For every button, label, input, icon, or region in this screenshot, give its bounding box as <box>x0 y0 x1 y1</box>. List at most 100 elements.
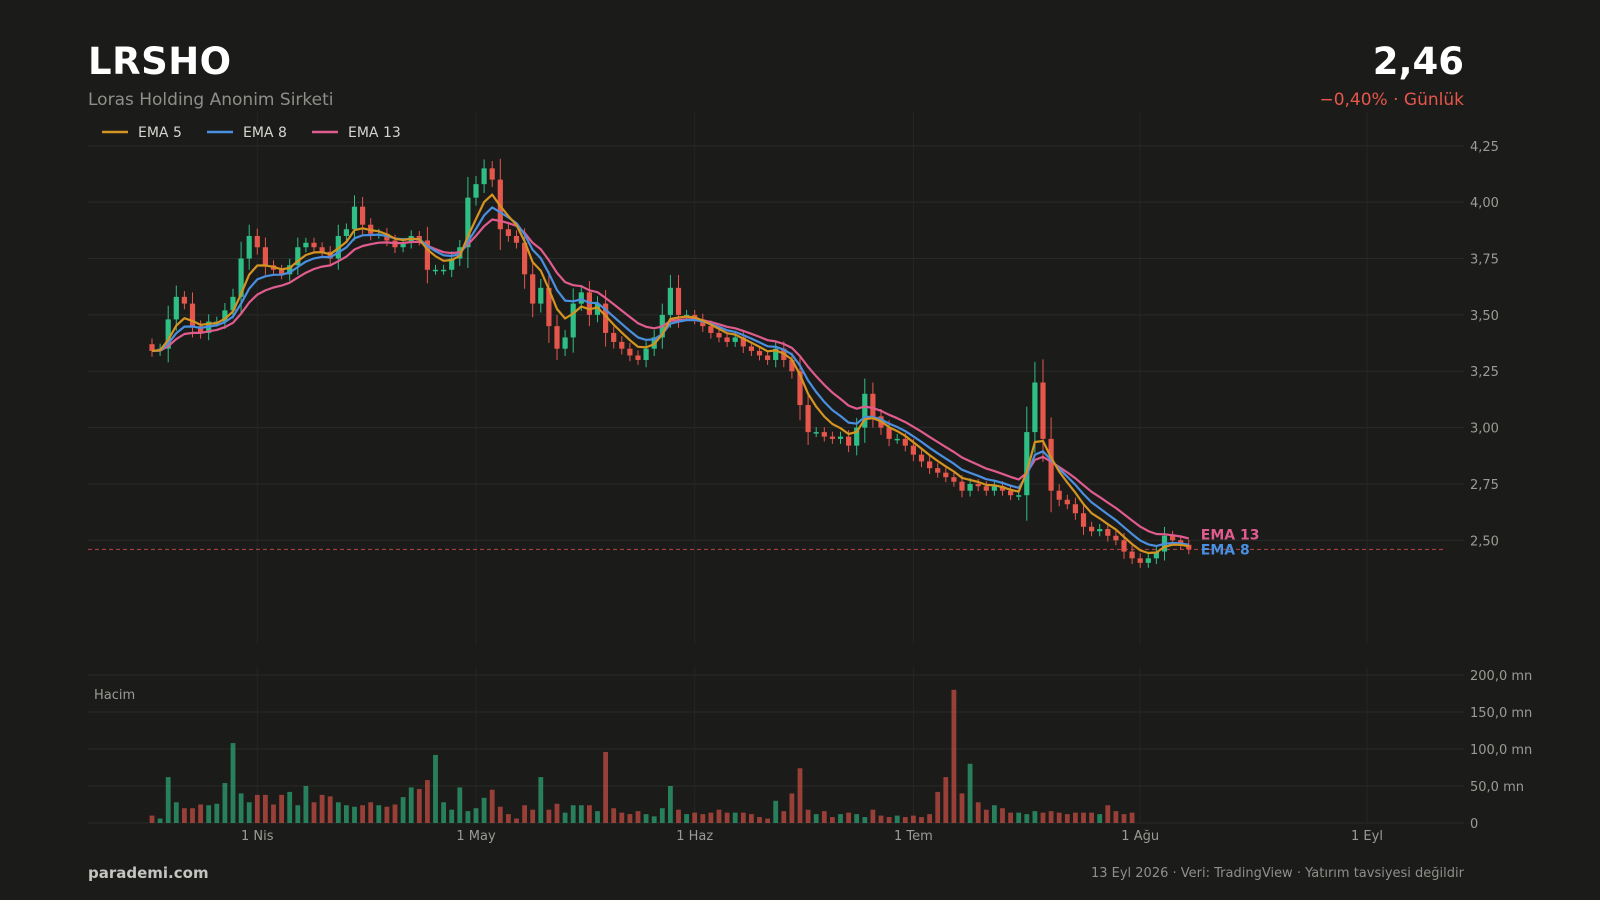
candle-body <box>943 472 949 478</box>
candle-body <box>870 393 876 417</box>
candle-body <box>465 197 471 248</box>
candle-body <box>303 242 309 248</box>
volume-bar <box>959 793 965 823</box>
volume-bar <box>659 808 665 823</box>
volume-bar <box>789 793 795 823</box>
candle-body <box>700 319 706 327</box>
ema-5-line <box>151 193 1190 555</box>
volume-bar <box>214 803 220 823</box>
volume-bar <box>1056 812 1062 823</box>
volume-bar <box>846 812 851 823</box>
volume-bar <box>206 805 212 823</box>
ema-13-end-label: EMA 13 <box>1201 527 1260 543</box>
candle-body <box>1040 382 1046 439</box>
candle-body <box>238 258 244 297</box>
volume-tick-label: 50,0 mn <box>1470 780 1524 795</box>
volume-bar <box>992 805 997 823</box>
candle-body <box>643 348 649 360</box>
volume-bar <box>246 802 252 823</box>
volume-bar <box>603 751 608 823</box>
volume-bar <box>311 802 317 823</box>
volume-bar <box>1040 812 1046 823</box>
candle-body <box>522 242 528 275</box>
candle-body <box>894 438 900 441</box>
volume-bar <box>797 768 803 823</box>
volume-bar <box>676 809 681 823</box>
volume-bar <box>441 802 446 823</box>
volume-bar <box>198 804 203 823</box>
volume-bar <box>352 806 357 823</box>
volume-bar <box>700 814 706 823</box>
volume-bar <box>943 777 949 823</box>
candle-body <box>846 436 852 446</box>
candle-body <box>975 483 981 487</box>
site-name[interactable]: parademi.com <box>88 864 209 882</box>
candle-body <box>505 229 511 236</box>
legend-item[interactable]: EMA 8 <box>207 125 287 141</box>
volume-bar <box>368 802 374 823</box>
volume-bar <box>692 812 698 823</box>
candle-body <box>441 269 447 272</box>
candle-body <box>837 436 844 439</box>
volume-bar <box>732 812 738 823</box>
candle-body <box>311 242 317 248</box>
candle-body <box>489 168 495 180</box>
volume-bar <box>611 808 617 823</box>
candle-body <box>246 235 252 259</box>
candle-body <box>295 247 301 266</box>
candle-body <box>854 427 860 446</box>
company-name: Loras Holding Anonim Sirketi <box>88 90 334 110</box>
change-separator: · <box>1393 90 1399 110</box>
date-tick-label: 1 May <box>456 829 496 844</box>
volume-bar <box>400 797 406 823</box>
volume-bar <box>538 777 544 823</box>
volume-bar <box>821 811 827 823</box>
candle-body <box>578 292 584 304</box>
daily-change: −0,40% · Günlük <box>1319 90 1464 110</box>
footer-separator: · <box>1296 866 1301 881</box>
date-tick-label: 1 Tem <box>894 829 933 844</box>
legend-item[interactable]: EMA 13 <box>312 125 401 141</box>
volume-tick-label: 0 <box>1470 817 1478 832</box>
candle-body <box>1129 551 1135 559</box>
volume-bar <box>271 804 276 823</box>
price-tick-label: 2,75 <box>1470 478 1499 493</box>
volume-label: Hacim <box>94 688 135 703</box>
volume-bar <box>1113 811 1119 823</box>
volume-bar <box>1024 814 1030 823</box>
volume-bar <box>522 805 527 823</box>
candle-body <box>189 303 196 327</box>
candle-body <box>554 326 560 349</box>
volume-bar <box>651 816 657 823</box>
volume-bar <box>838 814 843 823</box>
volume-bar <box>465 811 471 823</box>
volume-bar <box>1008 812 1013 823</box>
volume-bar <box>805 809 811 823</box>
candle-body <box>619 341 625 349</box>
legend-label: EMA 8 <box>243 125 287 141</box>
volume-bar <box>1089 812 1094 823</box>
volume-bar <box>967 763 973 823</box>
volume-bar <box>587 805 592 823</box>
volume-bar <box>1016 812 1022 823</box>
change-period: Günlük <box>1403 90 1464 110</box>
candle-body <box>773 348 779 360</box>
candle-body <box>1056 490 1062 500</box>
volume-bar <box>708 812 714 823</box>
candle-body <box>1170 535 1176 541</box>
footer-disclaimer: Yatırım tavsiyesi değildir <box>1305 866 1464 881</box>
date-tick-label: 1 Haz <box>676 829 713 844</box>
volume-bar <box>578 805 584 823</box>
candle-body <box>627 348 633 356</box>
volume-bar <box>319 794 325 823</box>
change-percent: −0,40% <box>1319 90 1388 110</box>
candle-body <box>1064 499 1070 505</box>
volume-bar <box>570 805 576 823</box>
volume-bar <box>813 814 819 823</box>
volume-bar <box>1121 814 1127 823</box>
volume-bars <box>149 689 1135 823</box>
legend-item[interactable]: EMA 5 <box>102 125 182 141</box>
volume-bar <box>1097 814 1103 823</box>
price-tick-label: 3,50 <box>1470 309 1499 324</box>
